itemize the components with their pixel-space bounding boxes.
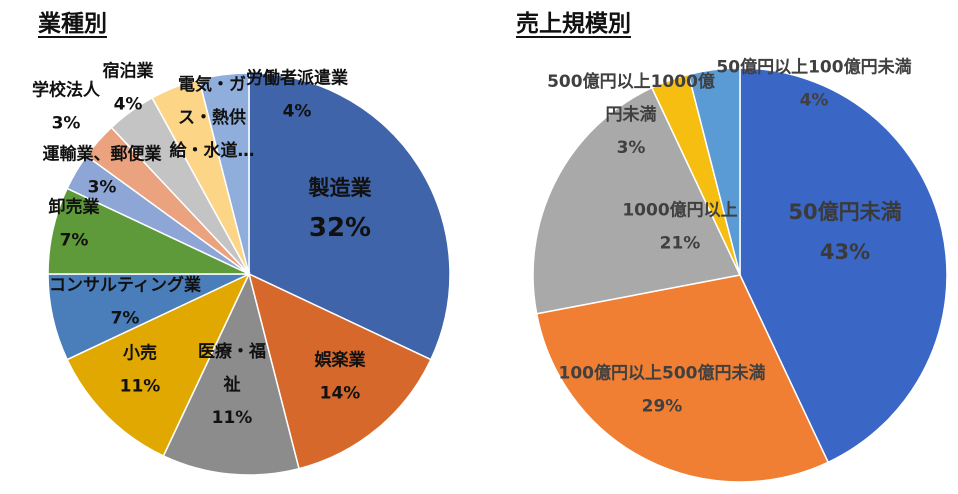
chart-title-industry: 業種別 [38, 11, 107, 37]
percent-label-0-5: 7% [60, 231, 89, 251]
category-label-1-2: 1000億円以上 [622, 200, 737, 221]
percent-label-0-8: 4% [114, 95, 143, 115]
data-label-0-5: 卸売業 7% [49, 197, 100, 251]
data-label-0-3: 小売 11% [120, 343, 161, 397]
category-label-1-4: 50億円以上100億円未満 [716, 57, 911, 78]
chart-title-revenue: 売上規模別 [516, 11, 631, 37]
data-label-0-9: 電気・ガス・熱供給・水道… [170, 74, 255, 161]
category-label-0-0: 製造業 [308, 176, 373, 200]
category-label-0-9: 給・水道… [170, 140, 255, 161]
percent-label-0-2: 11% [212, 408, 253, 428]
category-label-0-3: 小売 [123, 343, 157, 364]
category-label-0-9: 電気・ガ [178, 74, 246, 95]
data-label-0-7: 学校法人 3% [32, 80, 101, 134]
percent-label-0-3: 11% [120, 377, 161, 397]
data-label-1-0: 50億円未満 43% [788, 200, 901, 264]
data-label-1-1: 100億円以上500億円未満 29% [559, 363, 766, 417]
percent-label-0-4: 7% [111, 309, 140, 329]
data-label-0-0: 製造業 32% [308, 176, 373, 243]
category-label-1-0: 50億円未満 [788, 200, 901, 224]
category-label-1-3: 円未満 [606, 104, 657, 125]
pie-slice-0-3 [66, 272, 251, 457]
category-label-0-2: 医療・福 [198, 341, 266, 362]
category-label-1-3: 500億円以上1000億 [547, 71, 715, 92]
data-label-0-1: 娯楽業 14% [315, 350, 366, 404]
percent-label-1-0: 43% [820, 240, 870, 264]
data-label-0-4: コンサルティング業 7% [49, 275, 201, 329]
percent-label-0-10: 4% [283, 102, 312, 122]
category-label-0-10: 労働者派遣業 [246, 68, 348, 89]
data-label-0-8: 宿泊業 4% [103, 61, 154, 115]
data-label-0-10: 労働者派遣業 4% [246, 68, 348, 122]
pie-slice-0-0 [248, 72, 451, 361]
percent-label-0-0: 32% [309, 213, 371, 243]
pie-slice-1-0 [739, 67, 948, 464]
percent-label-1-3: 3% [617, 138, 646, 158]
data-label-0-6: 運輸業、郵便業 3% [43, 144, 162, 198]
category-label-0-8: 宿泊業 [103, 61, 154, 82]
category-label-0-4: コンサルティング業 [49, 275, 201, 296]
percent-label-0-7: 3% [52, 114, 81, 134]
data-label-0-2: 医療・福祉 11% [198, 341, 266, 428]
category-label-0-6: 運輸業、郵便業 [43, 144, 162, 165]
percent-label-0-1: 14% [320, 384, 361, 404]
category-label-0-9: ス・熱供 [178, 107, 246, 128]
percent-label-0-6: 3% [88, 178, 117, 198]
percent-label-1-4: 4% [800, 91, 829, 111]
pie-slice-0-10 [198, 72, 250, 275]
percent-label-1-2: 21% [660, 234, 701, 254]
pie-slice-1-4 [687, 67, 741, 276]
data-label-1-2: 1000億円以上 21% [622, 200, 737, 254]
pie-slice-0-1 [247, 272, 432, 470]
pie-slice-0-2 [162, 271, 300, 476]
percent-label-1-1: 29% [642, 397, 683, 417]
category-label-1-1: 100億円以上500億円未満 [559, 363, 766, 384]
data-label-1-4: 50億円以上100億円未満 4% [716, 57, 911, 111]
pie-slice-1-1 [535, 274, 830, 483]
category-label-0-7: 学校法人 [32, 80, 101, 101]
pie-slice-1-2 [532, 86, 742, 315]
category-label-0-2: 祉 [223, 375, 241, 395]
category-label-0-5: 卸売業 [49, 197, 100, 218]
category-label-0-1: 娯楽業 [315, 350, 366, 371]
